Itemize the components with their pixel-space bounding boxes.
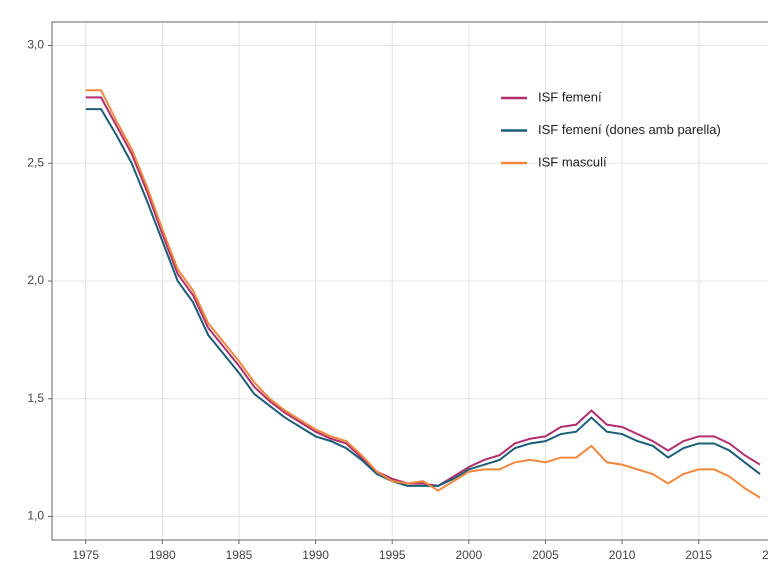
x-tick-label: 1975 — [72, 548, 99, 562]
line — [85, 108, 761, 487]
x-tick-label: 1985 — [226, 548, 253, 562]
x-tick-label: 2020 — [762, 548, 768, 562]
line — [85, 89, 761, 499]
x-tick-label: 2000 — [455, 548, 482, 562]
x-tick-label: 2015 — [685, 548, 712, 562]
x-tick-label: 1980 — [149, 548, 176, 562]
y-tick-label: 3,0 — [27, 38, 44, 52]
y-tick-label: 1,5 — [27, 391, 44, 405]
line — [85, 96, 761, 487]
y-tick-label: 1,0 — [27, 509, 44, 523]
x-tick-label: 1990 — [302, 548, 329, 562]
x-tick-label: 2010 — [609, 548, 636, 562]
x-tick-label: 2005 — [532, 548, 559, 562]
legend-label: ISF masculí — [538, 154, 607, 169]
legend-label: ISF femení (dones amb parella) — [538, 122, 721, 137]
y-tick-label: 2,0 — [27, 273, 44, 287]
legend-label: ISF femení — [538, 89, 602, 104]
y-tick-label: 2,5 — [27, 155, 44, 169]
x-tick-label: 1995 — [379, 548, 406, 562]
